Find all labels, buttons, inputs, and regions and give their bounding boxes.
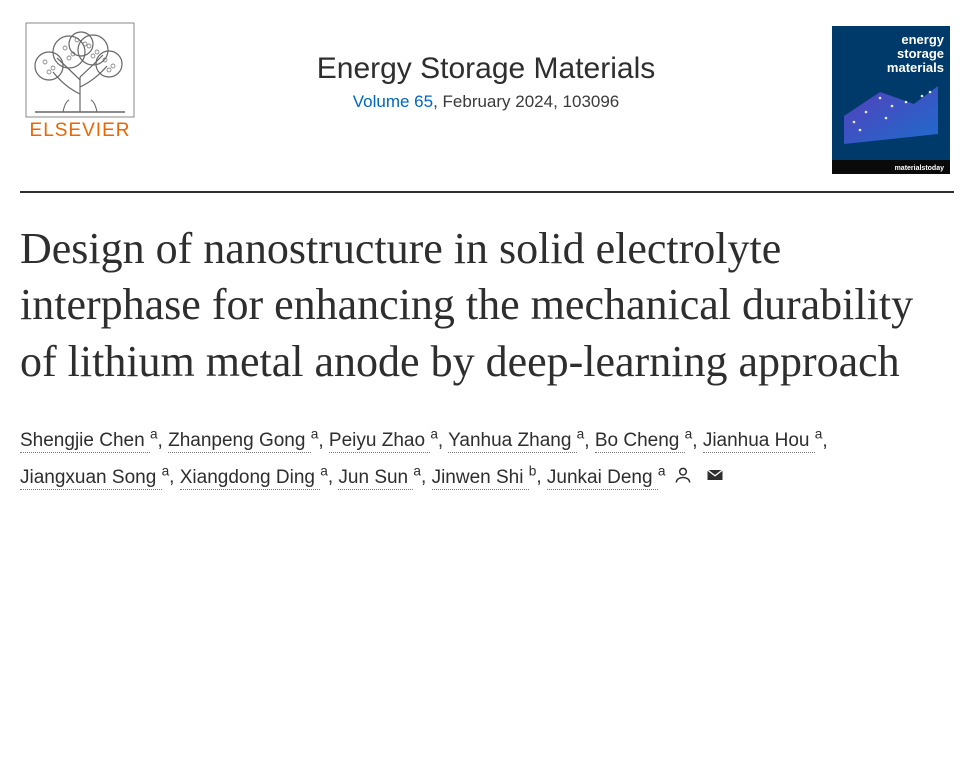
author-item: Jiangxuan Song a [20,467,169,488]
author-affiliation: a [413,463,421,478]
author-affiliation: a [320,463,328,478]
journal-volume-link[interactable]: Volume 65 [353,92,433,111]
author-link[interactable]: Jun Sun [338,467,413,490]
author-affiliation: a [685,427,693,442]
svg-text:materials: materials [887,60,944,75]
author-affiliation: a [150,427,158,442]
elsevier-tree-icon [25,22,135,118]
envelope-icon[interactable] [705,465,725,485]
author-item: Yanhua Zhang a [448,430,584,451]
svg-text:storage: storage [897,46,944,61]
author-link[interactable]: Xiangdong Ding [180,467,321,490]
author-affiliation: a [815,427,823,442]
author-link[interactable]: Jinwen Shi [432,467,529,490]
journal-info: Energy Storage Materials Volume 65, Febr… [158,22,814,112]
journal-cover-image: energy storage materials materialstoday [832,26,950,174]
author-link[interactable]: Bo Cheng [595,430,685,453]
author-link[interactable]: Shengjie Chen [20,430,150,453]
author-affiliation: a [162,463,170,478]
svg-text:energy: energy [901,32,944,47]
author-affiliation: a [311,427,319,442]
author-link[interactable]: Zhanpeng Gong [168,430,311,453]
author-affiliation: a [658,463,666,478]
author-affiliation: a [430,427,438,442]
journal-issue-text: , February 2024, 103096 [433,92,619,111]
author-link[interactable]: Jianhua Hou [703,430,815,453]
author-item: Peiyu Zhao a [329,430,438,451]
corresponding-author-icons [673,465,725,485]
article-title: Design of nanostructure in solid electro… [20,221,954,390]
header-divider [20,191,954,193]
author-item: Zhanpeng Gong a [168,430,318,451]
author-item: Jun Sun a [338,467,421,488]
person-icon[interactable] [673,465,693,485]
author-item: Jinwen Shi b [432,467,537,488]
journal-cover[interactable]: energy storage materials materialstoday [832,22,954,179]
author-item: Jianhua Hou a [703,430,823,451]
author-link[interactable]: Yanhua Zhang [448,430,577,453]
publisher-block: ELSEVIER [20,22,140,142]
author-item: Xiangdong Ding a [180,467,328,488]
journal-meta: Volume 65, February 2024, 103096 [158,92,814,112]
svg-text:materialstoday: materialstoday [895,165,945,172]
author-link[interactable]: Peiyu Zhao [329,430,430,453]
publisher-name: ELSEVIER [30,120,131,142]
journal-title[interactable]: Energy Storage Materials [158,52,814,86]
author-affiliation: b [529,463,537,478]
author-link[interactable]: Jiangxuan Song [20,467,162,490]
author-affiliation: a [577,427,585,442]
article-header: ELSEVIER Energy Storage Materials Volume… [20,22,954,191]
author-list: Shengjie Chen a, Zhanpeng Gong a, Peiyu … [20,422,954,495]
author-item: Junkai Deng a [547,467,666,488]
author-item: Bo Cheng a [595,430,692,451]
author-link[interactable]: Junkai Deng [547,467,658,490]
author-item: Shengjie Chen a [20,430,158,451]
